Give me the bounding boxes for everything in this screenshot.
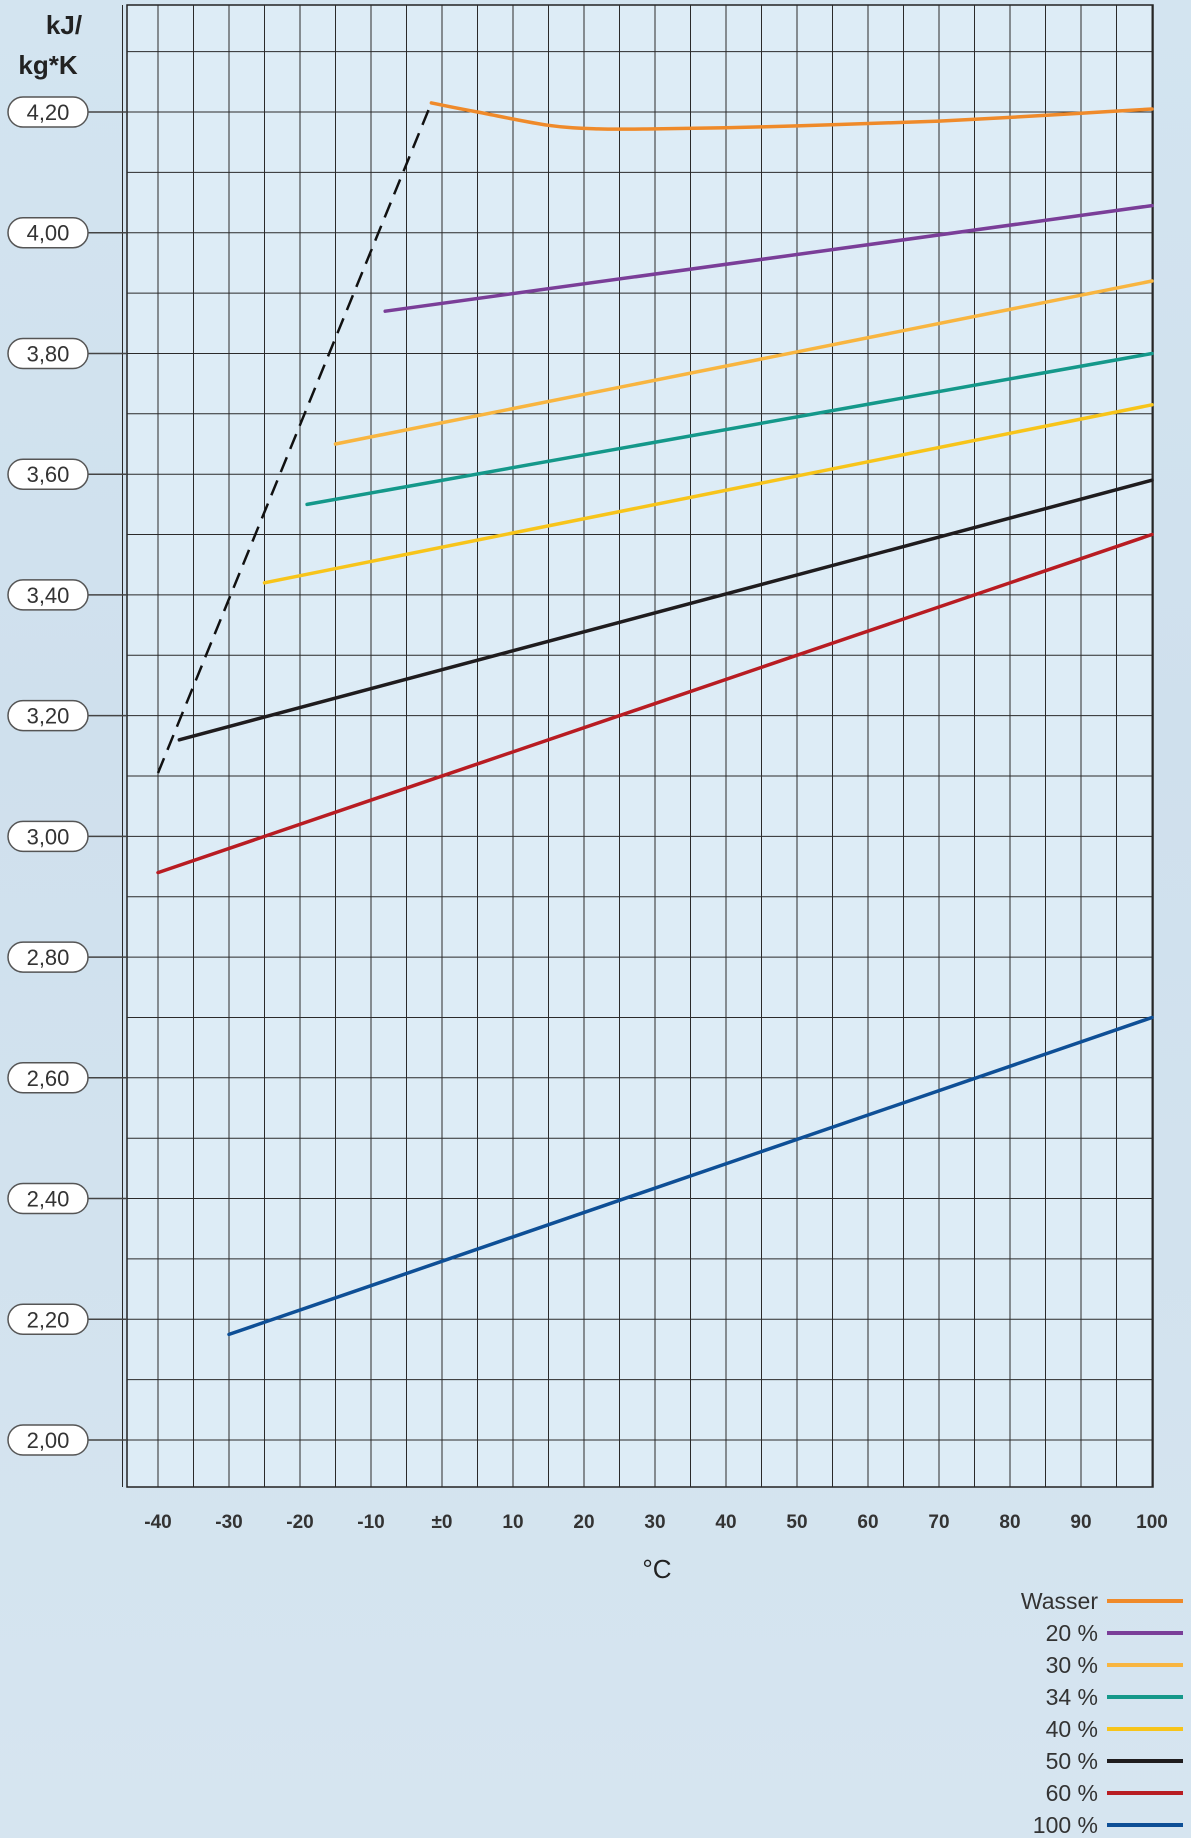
series-line-0: [429, 101, 1154, 131]
series-line-6: [156, 532, 1154, 875]
x-tick-label: -10: [357, 1512, 384, 1533]
y-tick-pill: [7, 1062, 89, 1094]
x-tick-label: 50: [786, 1512, 807, 1533]
y-tick: 2,20: [7, 1303, 127, 1336]
y-tick: 4,20: [7, 96, 127, 128]
legend-item: Wasser: [1021, 1588, 1183, 1614]
grid: [122, 5, 1153, 1487]
x-tick-label: 40: [715, 1512, 736, 1533]
y-tick: 2,80: [7, 941, 127, 973]
legend-label: Wasser: [1021, 1588, 1098, 1614]
y-tick-pill: [7, 820, 89, 853]
x-tick-label: 10: [502, 1512, 523, 1533]
legend: Wasser 20 % 30 % 34 % 40 % 50 % 60 % 100 %: [1021, 1588, 1183, 1838]
x-tick-label: -20: [286, 1512, 313, 1533]
y-tick: 3,40: [7, 579, 127, 611]
series-line-3: [305, 351, 1154, 507]
y-tick-label: 2,80: [27, 945, 70, 970]
series-line-7: [227, 1015, 1154, 1337]
legend-item: 100 %: [1033, 1812, 1183, 1838]
y-tick: 3,80: [7, 337, 127, 370]
y-tick-pill: [7, 941, 89, 973]
legend-label: 34 %: [1046, 1684, 1098, 1710]
series-lines: [156, 101, 1154, 1337]
y-tick-label: 3,60: [27, 462, 70, 487]
plot-background: [126, 4, 1154, 1488]
y-tick-label: 3,20: [27, 704, 70, 729]
legend-item: 20 %: [1046, 1620, 1183, 1646]
boundary-line: [156, 102, 433, 774]
y-tick-pill: [7, 458, 89, 490]
legend-label: 20 %: [1046, 1620, 1098, 1646]
legend-item: 50 %: [1046, 1748, 1183, 1774]
x-tick-label: -30: [215, 1512, 242, 1533]
y-tick: 2,60: [7, 1062, 127, 1094]
y-tick: 3,00: [7, 820, 127, 853]
y-tick: 2,40: [7, 1182, 127, 1215]
legend-item: 30 %: [1046, 1652, 1183, 1678]
y-tick-label: 2,00: [27, 1428, 70, 1453]
y-axis-ticks: 4,20 4,00 3,80 3,60 3,40 3,20 3,00 2,80 2,60 2,40…: [7, 96, 127, 1456]
y-tick: 3,20: [7, 699, 127, 732]
y-tick-pill: [7, 96, 89, 128]
y-tick-pill: [7, 1424, 89, 1456]
y-tick-pill: [7, 579, 89, 611]
legend-label: 60 %: [1046, 1780, 1098, 1806]
y-tick-pill: [7, 699, 89, 732]
y-tick-label: 2,40: [27, 1187, 70, 1212]
y-tick-pill: [7, 1303, 89, 1336]
x-axis-label: °C: [642, 1554, 671, 1584]
series-line-1: [383, 203, 1154, 313]
y-axis-label-line1: kJ/: [46, 10, 82, 40]
y-tick-label: 4,00: [27, 221, 70, 246]
x-tick-label: 70: [928, 1512, 949, 1533]
legend-item: 40 %: [1046, 1716, 1183, 1742]
series-line-5: [177, 478, 1154, 742]
x-tick-label: -40: [144, 1512, 171, 1533]
y-tick-label: 3,00: [27, 824, 70, 849]
legend-label: 50 %: [1046, 1748, 1098, 1774]
x-axis-ticks: -40 -30 -20 -10 ±0 10 20 30 40 50 60 70 80 90 100: [144, 1512, 1168, 1533]
y-tick-pill: [7, 1182, 89, 1215]
y-tick-label: 2,20: [27, 1307, 70, 1332]
series-line-4: [262, 403, 1154, 585]
legend-label: 30 %: [1046, 1652, 1098, 1678]
y-tick: 4,00: [7, 216, 127, 249]
x-tick-label: 20: [573, 1512, 594, 1533]
x-tick-label: 90: [1070, 1512, 1091, 1533]
y-tick-pill: [7, 216, 89, 249]
plot-area: [126, 4, 1154, 1488]
y-tick: 3,60: [7, 458, 127, 490]
legend-label: 40 %: [1046, 1716, 1098, 1742]
series-line-2: [333, 279, 1154, 446]
y-tick: 2,00: [7, 1424, 127, 1456]
y-tick-label: 3,80: [27, 342, 70, 367]
y-tick-label: 4,20: [27, 100, 70, 125]
x-tick-label: ±0: [432, 1512, 453, 1533]
y-tick-pill: [7, 337, 89, 370]
x-tick-label: 60: [857, 1512, 878, 1533]
y-tick-label: 2,60: [27, 1066, 70, 1091]
y-axis-label-line2: kg*K: [18, 50, 77, 80]
legend-item: 60 %: [1046, 1780, 1183, 1806]
y-tick-label: 3,40: [27, 583, 70, 608]
x-tick-label: 80: [999, 1512, 1020, 1533]
legend-label: 100 %: [1033, 1812, 1098, 1838]
x-tick-label: 30: [644, 1512, 665, 1533]
x-tick-label: 100: [1136, 1512, 1168, 1533]
legend-item: 34 %: [1046, 1684, 1183, 1710]
y-axis-label: kJ/ kg*K: [18, 10, 82, 80]
